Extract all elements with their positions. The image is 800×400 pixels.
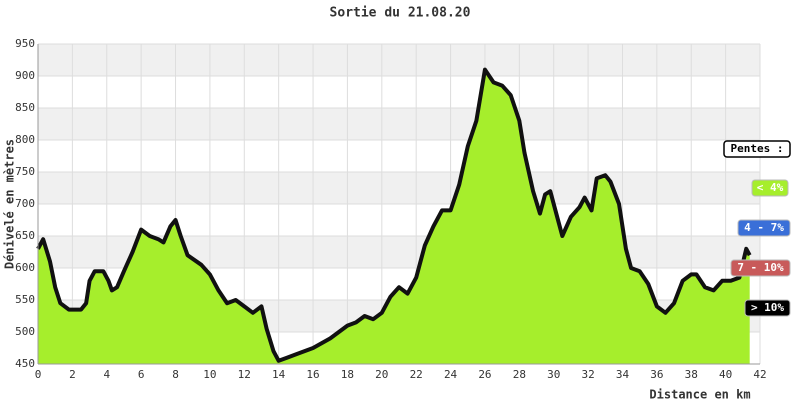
x-tick-label: 38 <box>685 368 698 381</box>
legend-swatch <box>744 299 791 317</box>
grid-band <box>38 44 760 76</box>
legend-swatch <box>751 179 789 197</box>
legend-label: < 4% <box>757 181 784 194</box>
x-tick-label: 30 <box>547 368 560 381</box>
chart-title: Sortie du 21.08.20 <box>330 6 471 21</box>
y-tick-label: 600 <box>15 261 35 274</box>
legend-label: 4 - 7% <box>744 221 784 234</box>
x-tick-label: 14 <box>272 368 286 381</box>
y-tick-label: 550 <box>15 293 35 306</box>
legend-label: 7 - 10% <box>737 261 784 274</box>
area <box>38 69 750 364</box>
x-tick-label: 20 <box>375 368 388 381</box>
legend-swatch <box>730 259 791 277</box>
legend-title-box <box>723 140 791 158</box>
x-tick-label: 36 <box>650 368 663 381</box>
x-tick-label: 22 <box>410 368 423 381</box>
x-tick-label: 26 <box>478 368 491 381</box>
x-tick-label: 18 <box>341 368 354 381</box>
x-tick-label: 40 <box>719 368 732 381</box>
y-tick-label: 450 <box>15 357 35 370</box>
grid-band <box>38 172 760 204</box>
x-tick-label: 4 <box>103 368 110 381</box>
y-tick-label: 500 <box>15 325 35 338</box>
x-tick-label: 32 <box>581 368 594 381</box>
y-tick-label: 800 <box>15 133 35 146</box>
y-tick-label: 700 <box>15 197 35 210</box>
y-tick-label: 650 <box>15 229 35 242</box>
y-tick-label: 950 <box>15 37 35 50</box>
x-tick-label: 2 <box>69 368 76 381</box>
legend-swatch <box>737 219 791 237</box>
x-tick-label: 28 <box>513 368 526 381</box>
y-tick-label: 750 <box>15 165 35 178</box>
x-axis-label: Distance en km <box>649 388 750 400</box>
profile-line <box>36 67 752 363</box>
x-tick-label: 10 <box>203 368 216 381</box>
y-tick-label: 850 <box>15 101 35 114</box>
x-tick-label: 24 <box>444 368 458 381</box>
x-tick-label: 8 <box>172 368 179 381</box>
y-axis-label: Dénivelé en mètres <box>3 139 17 269</box>
x-tick-label: 6 <box>138 368 145 381</box>
x-tick-label: 42 <box>753 368 766 381</box>
x-tick-label: 16 <box>306 368 319 381</box>
legend-label: > 10% <box>751 301 784 314</box>
x-tick-label: 12 <box>238 368 251 381</box>
x-tick-label: 0 <box>35 368 42 381</box>
y-tick-label: 900 <box>15 69 35 82</box>
legend-title: Pentes : <box>731 142 784 155</box>
x-tick-label: 34 <box>616 368 630 381</box>
grid-band <box>38 108 760 140</box>
